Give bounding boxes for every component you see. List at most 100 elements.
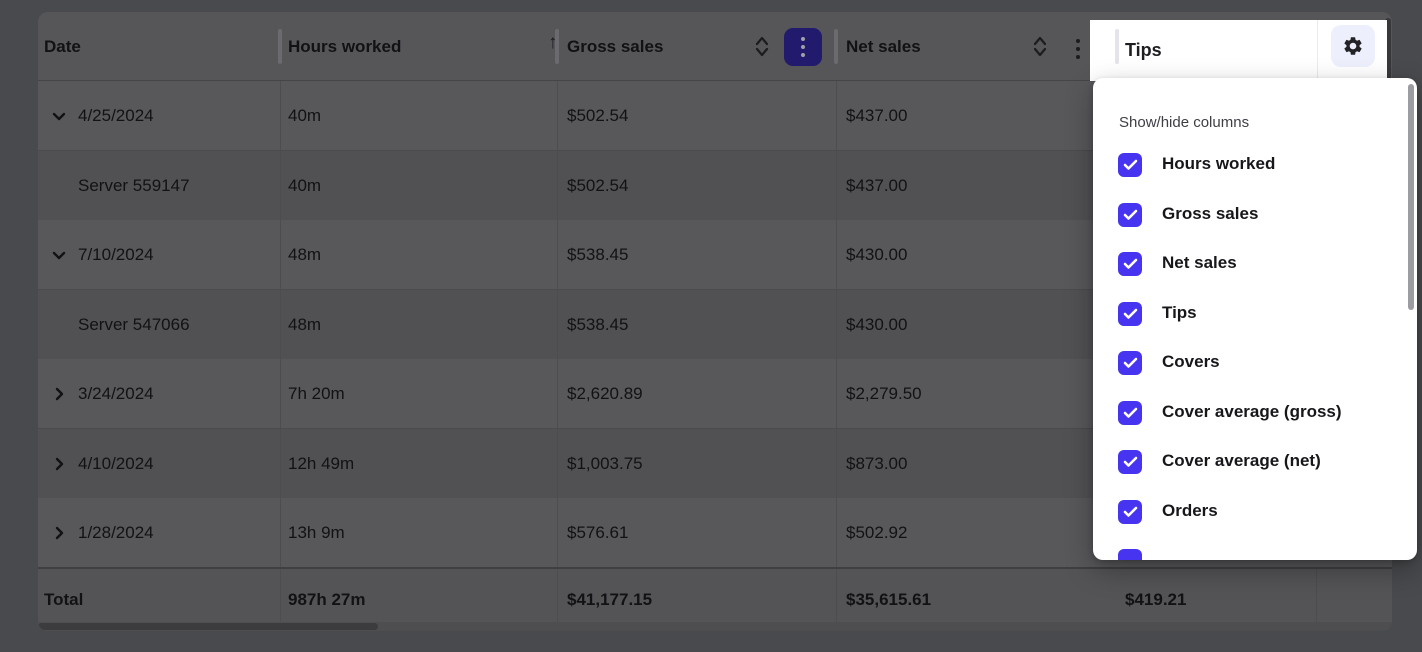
kebab-icon [1076, 39, 1080, 43]
hours-cell: 13h 9m [288, 522, 345, 542]
hours-cell: 40m [288, 105, 322, 125]
column-menu-button-active[interactable] [784, 28, 822, 66]
column-divider [1317, 20, 1318, 81]
date-cell: 3/24/2024 [78, 383, 154, 403]
server-cell: Server 547066 [78, 314, 190, 334]
sort-toggle-icon[interactable] [755, 36, 769, 57]
sort-ascending-icon[interactable]: ↑ [548, 32, 558, 53]
net-sales-cell: $430.00 [846, 244, 908, 264]
column-toggle-partial[interactable] [1093, 549, 1417, 560]
column-header-gross-sales[interactable]: Gross sales [557, 12, 836, 81]
net-sales-cell: $430.00 [846, 314, 908, 334]
date-cell: 1/28/2024 [78, 522, 154, 542]
checkbox-checked[interactable] [1118, 153, 1142, 177]
column-toggle-orders[interactable]: Orders [1093, 500, 1417, 536]
popover-title: Show/hide columns [1119, 114, 1250, 131]
column-settings-button[interactable] [1331, 25, 1375, 67]
checkbox-label: Orders [1162, 501, 1218, 520]
hours-cell: 12h 49m [288, 453, 355, 473]
checkmark-icon [1123, 407, 1137, 418]
date-cell: 4/10/2024 [78, 453, 154, 473]
column-resize-handle[interactable] [555, 29, 559, 64]
column-header-net-sales[interactable]: Net sales [836, 12, 1090, 81]
column-menu-button[interactable] [1076, 39, 1080, 59]
checkmark-icon [1123, 456, 1137, 467]
gross-sales-cell: $576.61 [567, 522, 629, 542]
hours-cell: 48m [288, 244, 322, 264]
gross-sales-cell: $538.45 [567, 314, 629, 334]
checkbox-label: Net sales [1162, 253, 1237, 272]
checkmark-icon [1123, 357, 1137, 368]
total-tips-cell: $419.21 [1125, 590, 1187, 609]
column-header-date[interactable]: Date [38, 12, 280, 81]
column-resize-handle[interactable] [1115, 29, 1119, 64]
checkbox-checked[interactable] [1118, 450, 1142, 474]
sort-toggle-icon[interactable] [1033, 36, 1047, 57]
checkbox-checked[interactable] [1118, 351, 1142, 375]
chevron-right-icon[interactable] [51, 525, 67, 541]
column-toggle-cover-average-gross[interactable]: Cover average (gross) [1093, 401, 1417, 437]
column-header-label: Gross sales [567, 36, 664, 56]
checkbox-checked[interactable] [1118, 302, 1142, 326]
column-resize-handle[interactable] [278, 29, 282, 64]
popover-scrollbar-thumb[interactable] [1408, 84, 1414, 310]
total-net-sales-cell: $35,615.61 [846, 590, 932, 609]
horizontal-scrollbar-thumb[interactable] [38, 623, 378, 630]
checkmark-icon [1123, 308, 1137, 319]
server-cell: Server 559147 [78, 175, 190, 195]
column-toggle-net-sales[interactable]: Net sales [1093, 252, 1417, 288]
total-hours-cell: 987h 27m [288, 590, 366, 609]
checkbox-checked[interactable] [1118, 401, 1142, 425]
total-label: Total [44, 590, 84, 609]
kebab-icon [801, 37, 805, 41]
net-sales-cell: $437.00 [846, 105, 908, 125]
checkmark-icon [1123, 258, 1137, 269]
show-hide-columns-popover: Show/hide columns Hours worked Gross sal… [1093, 78, 1417, 560]
hours-cell: 40m [288, 175, 322, 195]
table-total-row: Total 987h 27m $41,177.15 $35,615.61 $41… [38, 567, 1392, 631]
checkmark-icon [1123, 209, 1137, 220]
date-cell: 4/25/2024 [78, 105, 154, 125]
checkbox-checked[interactable] [1118, 252, 1142, 276]
column-header-label: Date [44, 36, 81, 56]
gross-sales-cell: $1,003.75 [567, 453, 643, 473]
column-header-label: Tips [1125, 40, 1162, 60]
column-toggle-gross-sales[interactable]: Gross sales [1093, 203, 1417, 239]
horizontal-scrollbar[interactable] [38, 622, 1392, 631]
checkbox-label: Gross sales [1162, 204, 1259, 223]
column-resize-handle[interactable] [834, 29, 838, 64]
column-toggle-covers[interactable]: Covers [1093, 351, 1417, 387]
net-sales-cell: $873.00 [846, 453, 908, 473]
checkbox-checked[interactable] [1118, 549, 1142, 560]
total-gross-sales-cell: $41,177.15 [567, 590, 653, 609]
checkbox-label: Cover average (net) [1162, 451, 1321, 470]
checkbox-label: Tips [1162, 303, 1197, 322]
checkbox-checked[interactable] [1118, 500, 1142, 524]
chevron-down-icon[interactable] [51, 108, 67, 124]
gross-sales-cell: $538.45 [567, 244, 629, 264]
net-sales-cell: $502.92 [846, 522, 908, 542]
chevron-down-icon[interactable] [51, 247, 67, 263]
chevron-right-icon[interactable] [51, 456, 67, 472]
column-header-label: Net sales [846, 36, 921, 56]
gross-sales-cell: $502.54 [567, 175, 629, 195]
date-cell: 7/10/2024 [78, 244, 154, 264]
checkbox-label: Covers [1162, 352, 1220, 371]
column-toggle-cover-average-net[interactable]: Cover average (net) [1093, 450, 1417, 486]
net-sales-cell: $437.00 [846, 175, 908, 195]
checkbox-label: Cover average (gross) [1162, 402, 1342, 421]
column-header-tips-highlighted[interactable]: Tips [1090, 20, 1387, 81]
checkbox-label: Hours worked [1162, 154, 1276, 173]
column-toggle-hours-worked[interactable]: Hours worked [1093, 153, 1417, 189]
column-toggle-tips[interactable]: Tips [1093, 302, 1417, 338]
hours-cell: 48m [288, 314, 322, 334]
gear-icon [1344, 37, 1362, 55]
checkmark-icon [1123, 506, 1137, 517]
column-header-hours-worked[interactable]: Hours worked ↑ [280, 12, 558, 81]
gross-sales-cell: $2,620.89 [567, 383, 643, 403]
column-header-label: Hours worked [288, 36, 402, 56]
checkbox-checked[interactable] [1118, 203, 1142, 227]
chevron-right-icon[interactable] [51, 386, 67, 402]
gross-sales-cell: $502.54 [567, 105, 629, 125]
